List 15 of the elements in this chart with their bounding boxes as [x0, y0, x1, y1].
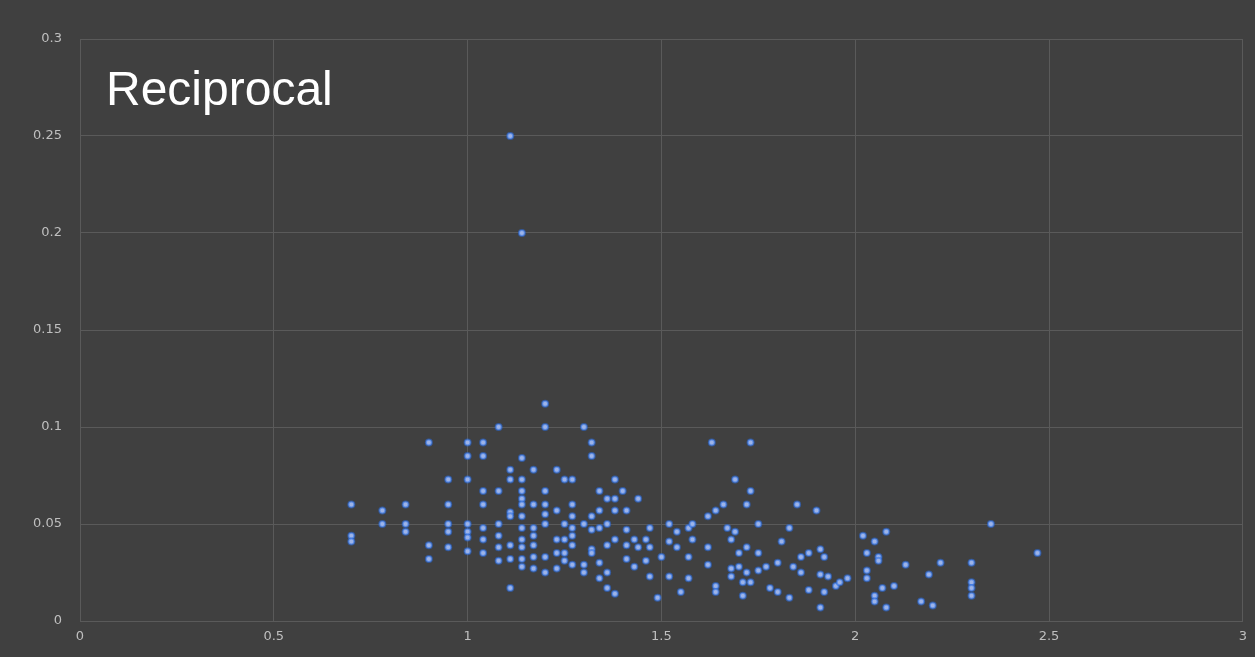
x-tick-label: 1: [463, 628, 472, 644]
x-tick-label: 1.5: [651, 628, 672, 644]
y-tick-label: 0.3: [41, 30, 62, 46]
text: Reciprocal: [106, 62, 333, 115]
x-tick-label: 2: [851, 628, 860, 644]
x-tick-label: 2.5: [1038, 628, 1060, 644]
y-tick-label: 0.05: [33, 515, 62, 531]
x-tick-label: 0: [75, 628, 85, 644]
y-tick-label: 0: [53, 612, 62, 628]
x-tick-label: 0.5: [263, 628, 285, 644]
x-tick-label: 3: [1238, 628, 1248, 644]
y-tick-label: 0.15: [33, 321, 62, 337]
y-tick-label: 0.25: [33, 127, 62, 143]
y-tick-label: 0.2: [41, 224, 62, 240]
y-tick-label: 0.1: [41, 418, 62, 434]
